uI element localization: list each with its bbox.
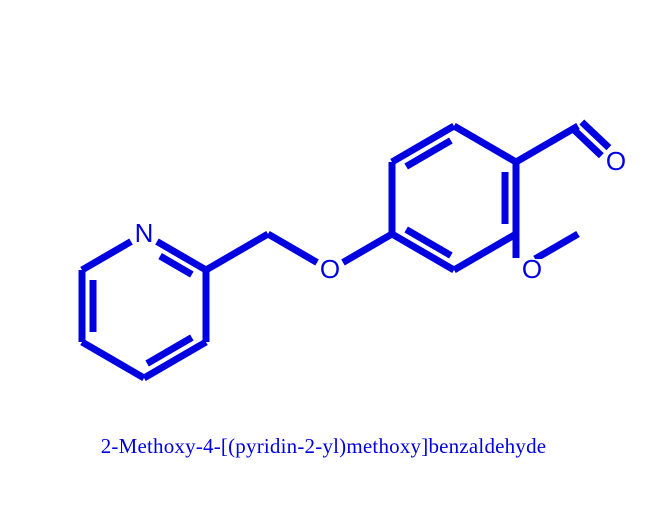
compound-name-caption: 2-Methoxy-4-[(pyridin-2-yl)methoxy]benza…	[0, 434, 647, 459]
atom-label-o_eth: O	[320, 254, 340, 284]
atom-label-cho_o: O	[606, 146, 626, 176]
figure-canvas: N O O O 2-Methoxy-4-[(pyridin-2-yl)methoxy]…	[0, 0, 647, 514]
atom-label-n: N	[135, 218, 154, 248]
atom-label-o_me: O	[522, 254, 542, 284]
